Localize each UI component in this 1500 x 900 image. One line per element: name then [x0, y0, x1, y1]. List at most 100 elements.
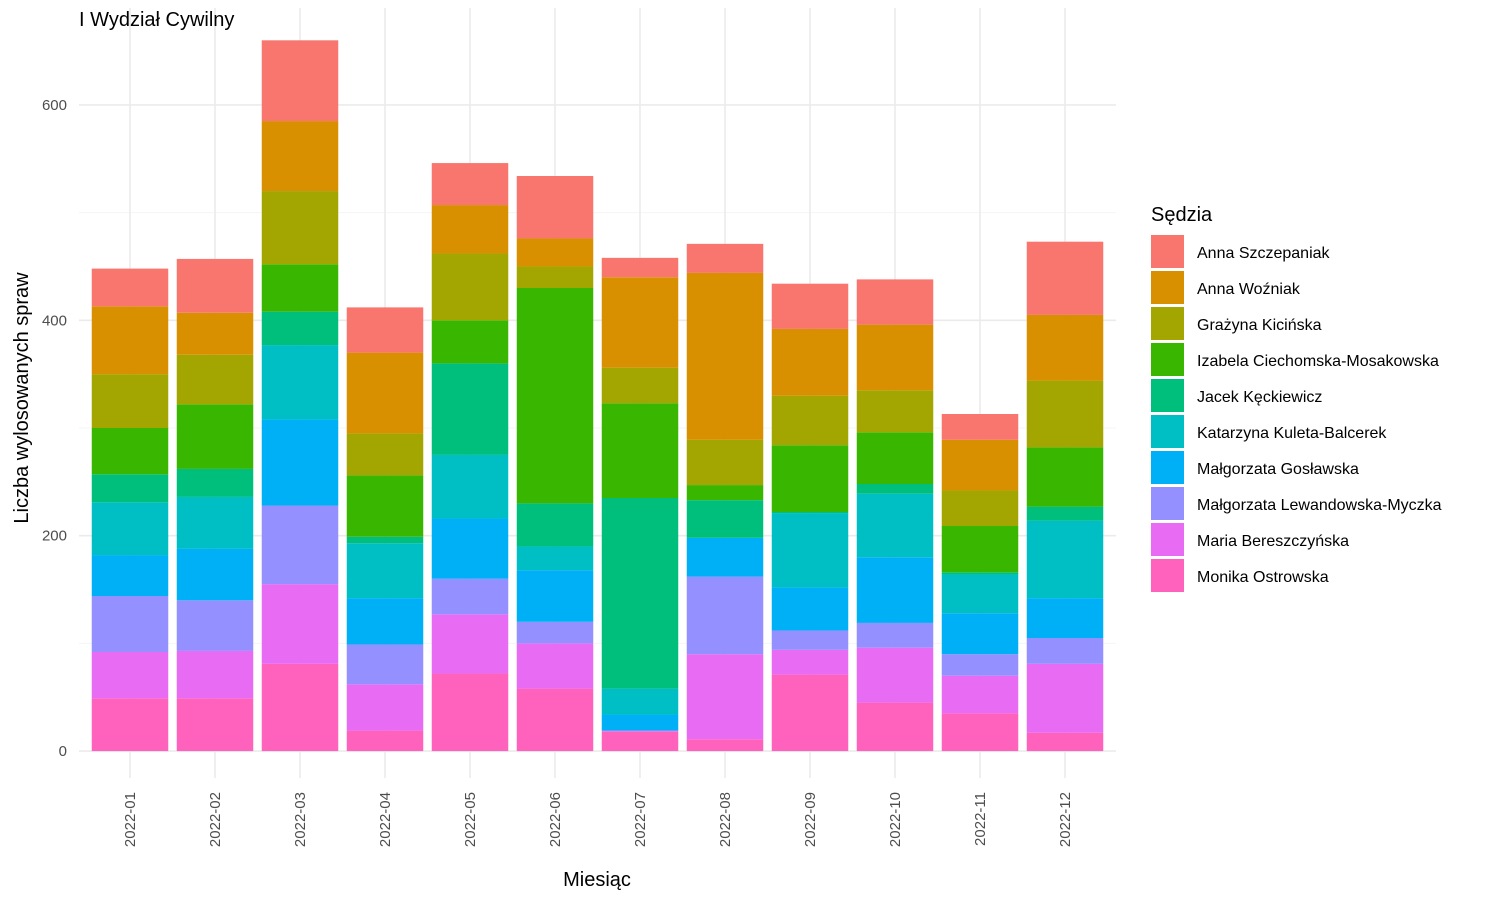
bar-segment [91, 374, 169, 428]
bar-segment [431, 518, 509, 579]
bar-segment [1026, 598, 1104, 638]
bar-segment [856, 647, 934, 703]
bar-segment [261, 311, 339, 346]
bar-segment [771, 674, 849, 752]
bar-segment [261, 419, 339, 506]
legend-key [1151, 451, 1184, 484]
x-tick-label: 2022-03 [292, 792, 309, 847]
bar-segment [686, 439, 764, 486]
bar-segment [771, 512, 849, 514]
bar-segment [516, 176, 594, 239]
bar-segment [856, 279, 934, 325]
y-axis-title: Liczba wylosowanych spraw [11, 272, 33, 524]
bar-segment [91, 652, 169, 699]
bar-segment [601, 731, 679, 752]
bar-segment [346, 684, 424, 731]
bar-segment [431, 454, 509, 519]
legend-key [1151, 379, 1184, 412]
bar-segment [941, 675, 1019, 714]
bar-segment [601, 257, 679, 278]
legend-label: Małgorzata Lewandowska-Myczka [1197, 497, 1442, 514]
bar-segment [346, 307, 424, 353]
legend-key [1151, 415, 1184, 448]
bar-segment [856, 484, 934, 494]
bar-segment [1026, 380, 1104, 448]
bar-segment [516, 288, 594, 504]
bar-segment [176, 258, 254, 313]
legend-label: Jacek Kęckiewicz [1197, 389, 1322, 406]
bar-segment [1026, 732, 1104, 752]
bar-segment [261, 191, 339, 265]
bar-segment [601, 277, 679, 368]
legend-label: Maria Bereszczyńska [1197, 533, 1349, 550]
bar-segment [686, 537, 764, 577]
bar-segment [601, 714, 679, 731]
bar-segment [516, 238, 594, 267]
bar-segment [176, 468, 254, 497]
bar-segment [516, 643, 594, 689]
bar-segment [771, 649, 849, 675]
bar-segment [516, 503, 594, 547]
bar-segment [346, 536, 424, 544]
x-axis-ticks: 2022-01 2022-02 2022-03 2022-04 2022-05 2022-… [122, 792, 1074, 847]
bar-segment [261, 40, 339, 122]
bar-segment [431, 253, 509, 321]
bar-segment [516, 621, 594, 644]
bar-segment [346, 730, 424, 752]
bar-segment [176, 354, 254, 405]
bar-segment [601, 688, 679, 715]
legend-key [1151, 307, 1184, 340]
bar-segment [91, 428, 169, 475]
bars [91, 40, 1104, 752]
bar-segment [431, 205, 509, 254]
bar-segment [1026, 241, 1104, 315]
bar-segment [346, 598, 424, 645]
bar-segment [261, 345, 339, 420]
bar-segment [941, 654, 1019, 676]
bar-segment [856, 493, 934, 558]
bar-segment [1026, 520, 1104, 599]
bar-segment [856, 324, 934, 391]
legend-title: Sędzia [1151, 204, 1213, 226]
bar-segment [941, 574, 1019, 614]
bar-segment [176, 496, 254, 549]
bar-segment [261, 505, 339, 585]
bar-segment [91, 502, 169, 556]
legend-key [1151, 271, 1184, 304]
bar-segment [91, 555, 169, 596]
bar-segment [346, 475, 424, 537]
legend-label: Izabela Ciechomska-Mosakowska [1197, 353, 1439, 370]
x-axis-title: Miesiąc [563, 869, 631, 891]
bar-segment [346, 644, 424, 685]
legend-label: Małgorzata Gosławska [1197, 461, 1359, 478]
bar-segment [516, 266, 594, 288]
x-tick-label: 2022-10 [887, 792, 904, 847]
y-axis-ticks: 0 200 400 600 [42, 97, 67, 760]
bar-segment [686, 243, 764, 273]
bar-segment [431, 614, 509, 674]
bar-segment [771, 587, 849, 631]
bar-segment [771, 395, 849, 446]
bar-segment [261, 264, 339, 312]
bar-segment [601, 498, 679, 689]
legend: Sędzia Anna Szczepaniak Anna Woźniak Graży… [1151, 204, 1442, 592]
bar-segment [516, 570, 594, 622]
bar-segment [941, 414, 1019, 440]
bar-segment [346, 352, 424, 434]
bar-segment [771, 630, 849, 650]
y-tick-label: 200 [42, 528, 67, 545]
x-tick-label: 2022-11 [972, 792, 989, 846]
bar-segment [431, 578, 509, 615]
bar-segment [771, 445, 849, 512]
x-tick-label: 2022-12 [1057, 792, 1074, 847]
bar-segment [261, 121, 339, 192]
legend-label: Grażyna Kicińska [1197, 317, 1322, 334]
bar-segment [856, 622, 934, 648]
x-tick-label: 2022-04 [377, 792, 394, 847]
x-tick-label: 2022-02 [207, 792, 224, 847]
legend-key [1151, 523, 1184, 556]
bar-segment [91, 596, 169, 652]
bar-segment [91, 474, 169, 503]
bar-segment [941, 490, 1019, 526]
